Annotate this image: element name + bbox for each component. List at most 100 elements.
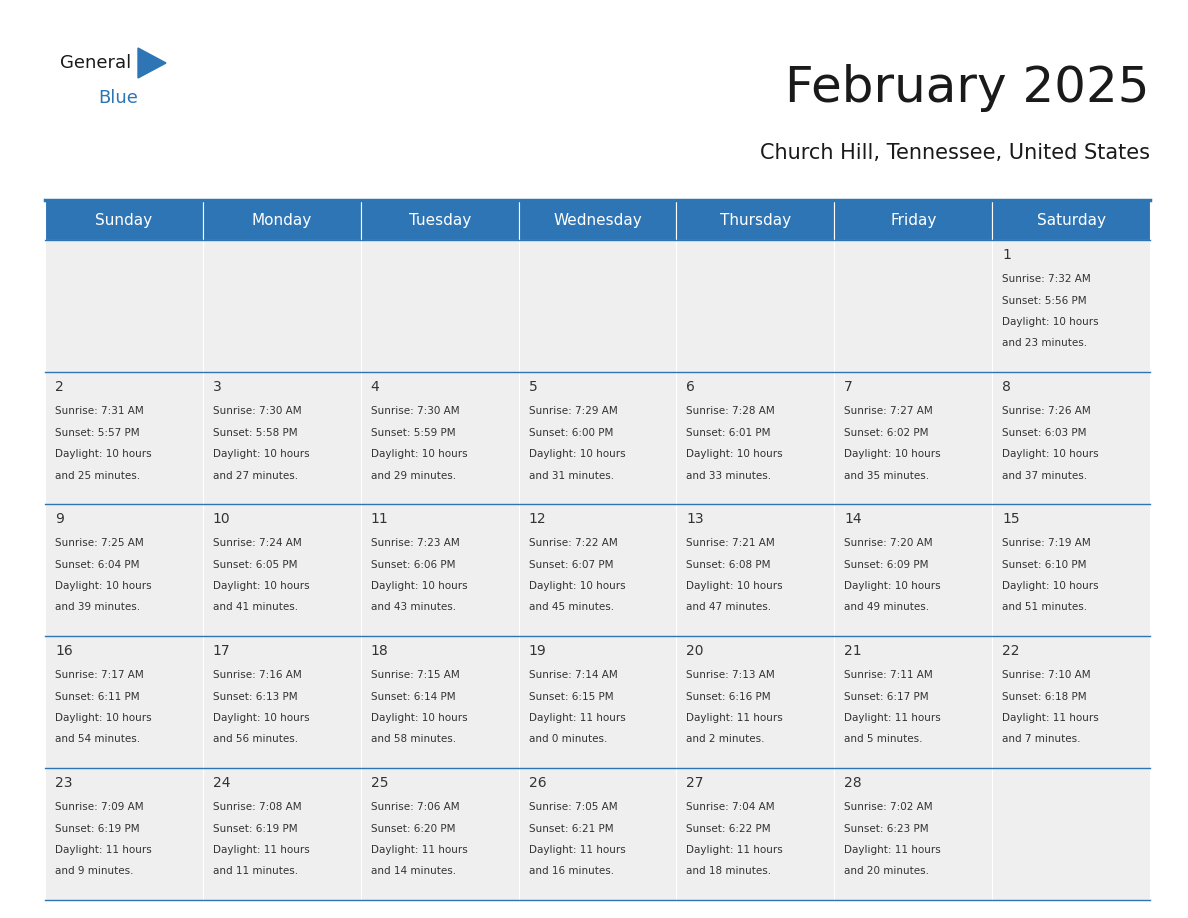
Text: Church Hill, Tennessee, United States: Church Hill, Tennessee, United States	[760, 143, 1150, 163]
Text: 10: 10	[213, 512, 230, 526]
Text: Daylight: 11 hours: Daylight: 11 hours	[687, 845, 783, 855]
Text: 12: 12	[529, 512, 546, 526]
Text: Sunset: 6:01 PM: Sunset: 6:01 PM	[687, 428, 771, 438]
Bar	[992, 504, 1150, 636]
Text: Sunset: 6:21 PM: Sunset: 6:21 PM	[529, 823, 613, 834]
Text: 6: 6	[687, 380, 695, 394]
Bar	[203, 372, 361, 504]
Text: Sunset: 6:19 PM: Sunset: 6:19 PM	[55, 823, 140, 834]
Text: and 27 minutes.: and 27 minutes.	[213, 471, 298, 480]
Text: Daylight: 10 hours: Daylight: 10 hours	[529, 581, 625, 591]
Bar	[361, 636, 519, 768]
Text: and 37 minutes.: and 37 minutes.	[1003, 471, 1087, 480]
Text: Sunset: 6:19 PM: Sunset: 6:19 PM	[213, 823, 297, 834]
Text: Sunset: 5:56 PM: Sunset: 5:56 PM	[1003, 296, 1087, 306]
Text: Sunrise: 7:11 AM: Sunrise: 7:11 AM	[845, 670, 933, 680]
Text: Daylight: 10 hours: Daylight: 10 hours	[1003, 581, 1099, 591]
Text: Sunrise: 7:31 AM: Sunrise: 7:31 AM	[55, 406, 144, 416]
Bar	[676, 636, 834, 768]
Bar	[992, 768, 1150, 900]
Text: Daylight: 10 hours: Daylight: 10 hours	[55, 449, 152, 459]
Bar	[834, 636, 992, 768]
Text: Sunrise: 7:25 AM: Sunrise: 7:25 AM	[55, 538, 144, 548]
Bar	[203, 200, 361, 240]
Text: Sunrise: 7:30 AM: Sunrise: 7:30 AM	[213, 406, 302, 416]
Text: 27: 27	[687, 776, 704, 790]
Text: Sunrise: 7:21 AM: Sunrise: 7:21 AM	[687, 538, 776, 548]
Text: Sunrise: 7:04 AM: Sunrise: 7:04 AM	[687, 802, 775, 812]
Text: 5: 5	[529, 380, 537, 394]
Text: Sunset: 6:23 PM: Sunset: 6:23 PM	[845, 823, 929, 834]
Text: Daylight: 10 hours: Daylight: 10 hours	[371, 581, 467, 591]
Bar	[361, 372, 519, 504]
Bar	[834, 200, 992, 240]
Bar	[519, 504, 676, 636]
Text: Daylight: 11 hours: Daylight: 11 hours	[1003, 713, 1099, 723]
Text: Daylight: 10 hours: Daylight: 10 hours	[845, 581, 941, 591]
Text: Sunrise: 7:17 AM: Sunrise: 7:17 AM	[55, 670, 144, 680]
Text: Sunset: 5:57 PM: Sunset: 5:57 PM	[55, 428, 140, 438]
Text: 21: 21	[845, 644, 862, 658]
Text: Sunset: 6:16 PM: Sunset: 6:16 PM	[687, 691, 771, 701]
Text: Sunrise: 7:23 AM: Sunrise: 7:23 AM	[371, 538, 460, 548]
Text: Thursday: Thursday	[720, 212, 791, 228]
Text: and 51 minutes.: and 51 minutes.	[1003, 602, 1087, 612]
Text: Sunset: 6:22 PM: Sunset: 6:22 PM	[687, 823, 771, 834]
Text: Sunset: 6:08 PM: Sunset: 6:08 PM	[687, 559, 771, 569]
Text: Daylight: 11 hours: Daylight: 11 hours	[529, 845, 625, 855]
Bar	[519, 240, 676, 372]
Text: Daylight: 10 hours: Daylight: 10 hours	[213, 581, 310, 591]
Text: 16: 16	[55, 644, 72, 658]
Text: Sunrise: 7:20 AM: Sunrise: 7:20 AM	[845, 538, 933, 548]
Text: 22: 22	[1003, 644, 1019, 658]
Text: Sunset: 6:17 PM: Sunset: 6:17 PM	[845, 691, 929, 701]
Bar	[361, 240, 519, 372]
Text: Daylight: 10 hours: Daylight: 10 hours	[529, 449, 625, 459]
Bar	[676, 504, 834, 636]
Text: and 18 minutes.: and 18 minutes.	[687, 867, 771, 877]
Text: 8: 8	[1003, 380, 1011, 394]
Text: and 47 minutes.: and 47 minutes.	[687, 602, 771, 612]
Text: 25: 25	[371, 776, 388, 790]
Text: 11: 11	[371, 512, 388, 526]
Bar	[45, 200, 203, 240]
Text: Daylight: 10 hours: Daylight: 10 hours	[213, 713, 310, 723]
Text: Sunset: 6:20 PM: Sunset: 6:20 PM	[371, 823, 455, 834]
Bar	[676, 768, 834, 900]
Text: Sunrise: 7:28 AM: Sunrise: 7:28 AM	[687, 406, 776, 416]
Text: and 58 minutes.: and 58 minutes.	[371, 734, 456, 744]
Text: Daylight: 10 hours: Daylight: 10 hours	[687, 581, 783, 591]
Text: 13: 13	[687, 512, 704, 526]
Text: Sunrise: 7:32 AM: Sunrise: 7:32 AM	[1003, 274, 1091, 284]
Text: Sunset: 6:07 PM: Sunset: 6:07 PM	[529, 559, 613, 569]
Text: 3: 3	[213, 380, 222, 394]
Text: and 16 minutes.: and 16 minutes.	[529, 867, 614, 877]
Bar	[203, 504, 361, 636]
Bar	[992, 200, 1150, 240]
Text: 1: 1	[1003, 248, 1011, 262]
Text: and 14 minutes.: and 14 minutes.	[371, 867, 456, 877]
Text: 7: 7	[845, 380, 853, 394]
Text: 4: 4	[371, 380, 379, 394]
Text: Daylight: 11 hours: Daylight: 11 hours	[529, 713, 625, 723]
Text: Sunrise: 7:19 AM: Sunrise: 7:19 AM	[1003, 538, 1091, 548]
Text: Sunset: 6:06 PM: Sunset: 6:06 PM	[371, 559, 455, 569]
Text: and 2 minutes.: and 2 minutes.	[687, 734, 765, 744]
Text: and 43 minutes.: and 43 minutes.	[371, 602, 456, 612]
Text: Sunset: 6:15 PM: Sunset: 6:15 PM	[529, 691, 613, 701]
Text: and 45 minutes.: and 45 minutes.	[529, 602, 614, 612]
Bar	[203, 240, 361, 372]
Text: Sunset: 6:02 PM: Sunset: 6:02 PM	[845, 428, 929, 438]
Bar	[676, 240, 834, 372]
Text: and 23 minutes.: and 23 minutes.	[1003, 339, 1087, 349]
Bar	[45, 240, 203, 372]
Text: Daylight: 10 hours: Daylight: 10 hours	[1003, 449, 1099, 459]
Text: Sunrise: 7:29 AM: Sunrise: 7:29 AM	[529, 406, 618, 416]
Text: Monday: Monday	[252, 212, 312, 228]
Text: Tuesday: Tuesday	[409, 212, 470, 228]
Text: 23: 23	[55, 776, 72, 790]
Text: and 11 minutes.: and 11 minutes.	[213, 867, 298, 877]
Text: General: General	[61, 54, 131, 72]
Text: February 2025: February 2025	[785, 64, 1150, 112]
Text: Sunrise: 7:14 AM: Sunrise: 7:14 AM	[529, 670, 618, 680]
